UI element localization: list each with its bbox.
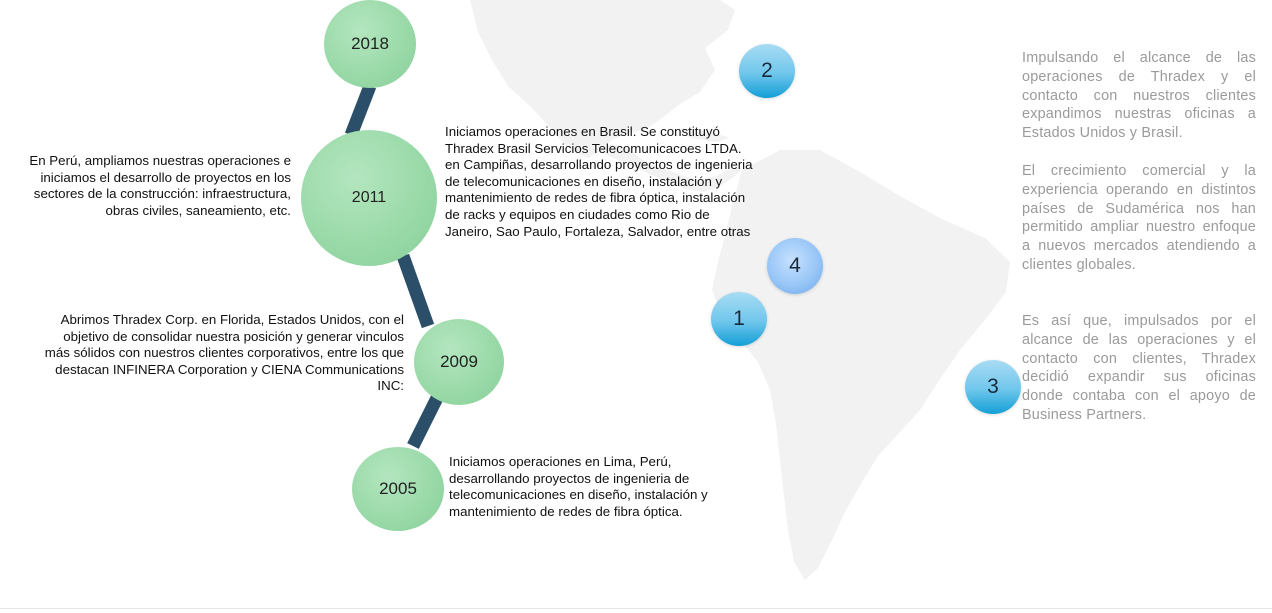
timeline-text-2005: Iniciamos operaciones en Lima, Perú, des… bbox=[449, 454, 708, 519]
year-label-2018: 2018 bbox=[351, 34, 389, 53]
timeline-text-2009: Abrimos Thradex Corp. en Florida, Estado… bbox=[44, 312, 404, 394]
bottom-divider bbox=[0, 608, 1272, 609]
connector-2011-2009 bbox=[396, 253, 435, 329]
map-marker-4[interactable]: 4 bbox=[767, 238, 823, 294]
year-label-2011: 2011 bbox=[351, 189, 387, 206]
timeline-text-2011-brasil: Iniciamos operaciones en Brasil. Se cons… bbox=[445, 124, 753, 239]
map-marker-3-label: 3 bbox=[987, 375, 999, 398]
map-marker-2[interactable]: 2 bbox=[739, 44, 795, 98]
year-circle-2005[interactable]: 2005 bbox=[352, 447, 444, 531]
map-marker-3[interactable]: 3 bbox=[965, 360, 1021, 414]
map-marker-1-label: 1 bbox=[733, 307, 745, 330]
side-paragraph-partners: Es así que, impulsados por el alcance de… bbox=[1022, 313, 1256, 423]
timeline-text-2011-peru: En Perú, ampliamos nuestras operaciones … bbox=[29, 153, 291, 218]
side-paragraph-expansion: Impulsando el alcance de las operaciones… bbox=[1022, 50, 1256, 142]
map-marker-2-label: 2 bbox=[761, 59, 773, 82]
map-marker-4-label: 4 bbox=[789, 254, 801, 277]
central-america-shape bbox=[596, 144, 742, 192]
north-america-shape bbox=[470, 0, 735, 158]
year-circle-2009[interactable]: 2009 bbox=[414, 319, 504, 405]
year-circle-2018[interactable]: 2018 bbox=[324, 0, 416, 88]
year-label-2005: 2005 bbox=[379, 479, 417, 498]
side-paragraph-growth: El crecimiento comercial y la experienci… bbox=[1022, 163, 1256, 273]
map-marker-1[interactable]: 1 bbox=[711, 292, 767, 346]
year-circle-2011[interactable]: 2011 bbox=[301, 130, 437, 266]
caribbean-shape bbox=[680, 128, 730, 142]
connector-2009-2005 bbox=[407, 393, 444, 449]
connector-2018-2011 bbox=[344, 83, 377, 138]
year-label-2009: 2009 bbox=[440, 352, 478, 371]
